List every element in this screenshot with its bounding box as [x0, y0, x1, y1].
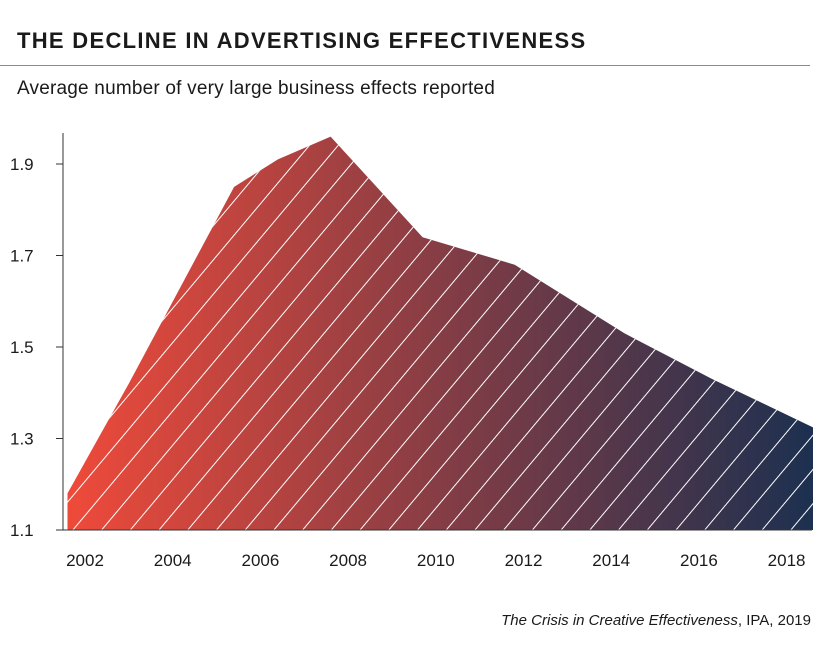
source-publisher: , IPA, 2019	[737, 612, 811, 629]
y-tick-label: 1.7	[10, 247, 34, 266]
y-tick-label: 1.1	[10, 521, 34, 540]
x-tick-label: 2002	[66, 551, 104, 570]
chart-subtitle: Average number of very large business ef…	[17, 78, 495, 99]
x-tick-label: 2014	[592, 551, 630, 570]
chart-title: THE DECLINE IN ADVERTISING EFFECTIVENESS	[17, 28, 587, 53]
y-tick-label: 1.5	[10, 338, 34, 357]
x-tick-label: 2012	[505, 551, 543, 570]
x-tick-label: 2010	[417, 551, 455, 570]
source-note: The Crisis in Creative Effectiveness, IP…	[501, 612, 811, 629]
y-tick-label: 1.3	[10, 430, 34, 449]
x-tick-label: 2018	[768, 551, 806, 570]
source-title: The Crisis in Creative Effectiveness	[501, 612, 738, 629]
title-divider	[0, 65, 810, 66]
area-hatching	[67, 136, 813, 530]
x-tick-label: 2004	[154, 551, 192, 570]
x-tick-label: 2008	[329, 551, 367, 570]
x-tick-label: 2006	[241, 551, 279, 570]
y-tick-label: 1.9	[10, 155, 34, 174]
x-tick-label: 2016	[680, 551, 718, 570]
